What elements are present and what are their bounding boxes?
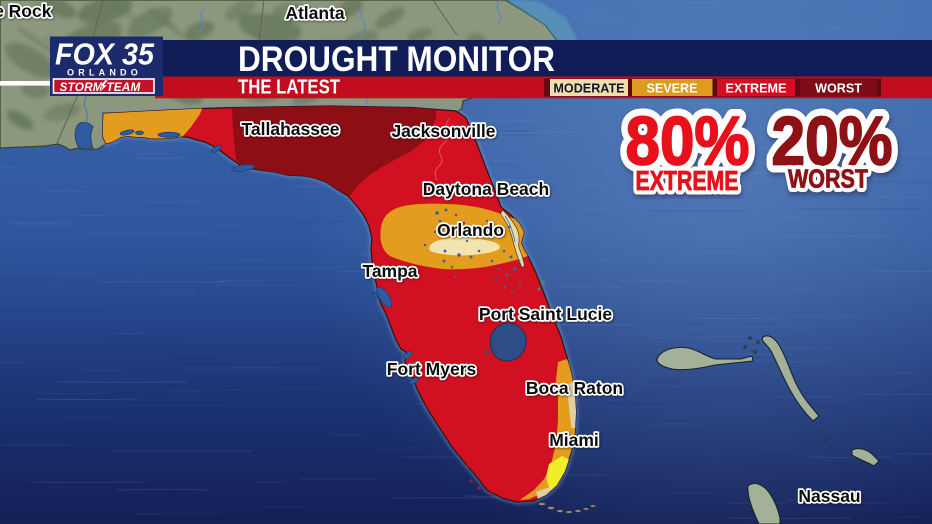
svg-text:DROUGHT MONITOR: DROUGHT MONITOR [238, 40, 555, 79]
svg-text:20%: 20% [772, 103, 893, 180]
svg-text:Orlando: Orlando [437, 220, 504, 240]
svg-text:80%: 80% [626, 103, 750, 180]
svg-text:THE LATEST: THE LATEST [238, 76, 340, 99]
svg-text:Tallahassee: Tallahassee [242, 119, 340, 139]
svg-text:Jacksonville: Jacksonville [391, 121, 495, 141]
svg-text:EXTREME: EXTREME [726, 82, 787, 96]
svg-text:20%: 20% [772, 103, 893, 180]
svg-text:Fort Myers: Fort Myers [387, 359, 477, 379]
svg-text:Miami: Miami [549, 430, 599, 450]
svg-text:WORST: WORST [788, 164, 868, 194]
svg-text:Daytona Beach: Daytona Beach [423, 179, 549, 199]
svg-text:SEVERE: SEVERE [646, 82, 697, 96]
svg-text:Atlanta: Atlanta [285, 3, 345, 23]
svg-text:FOX 35: FOX 35 [55, 37, 155, 72]
svg-text:Port Saint Lucie: Port Saint Lucie [479, 304, 612, 324]
svg-text:EXTREME: EXTREME [636, 165, 739, 196]
svg-text:WORST: WORST [815, 82, 862, 96]
svg-text:WORST: WORST [788, 164, 868, 194]
svg-text:Nassau: Nassau [798, 486, 860, 506]
svg-text:80%: 80% [626, 103, 750, 180]
svg-text:EXTREME: EXTREME [636, 165, 739, 196]
svg-text:Little Rock: Little Rock [0, 1, 52, 21]
svg-text:ORLANDO: ORLANDO [67, 68, 142, 78]
svg-text:Boca Raton: Boca Raton [526, 378, 623, 398]
svg-text:MODERATE: MODERATE [553, 82, 624, 96]
svg-text:Tampa: Tampa [362, 261, 417, 281]
